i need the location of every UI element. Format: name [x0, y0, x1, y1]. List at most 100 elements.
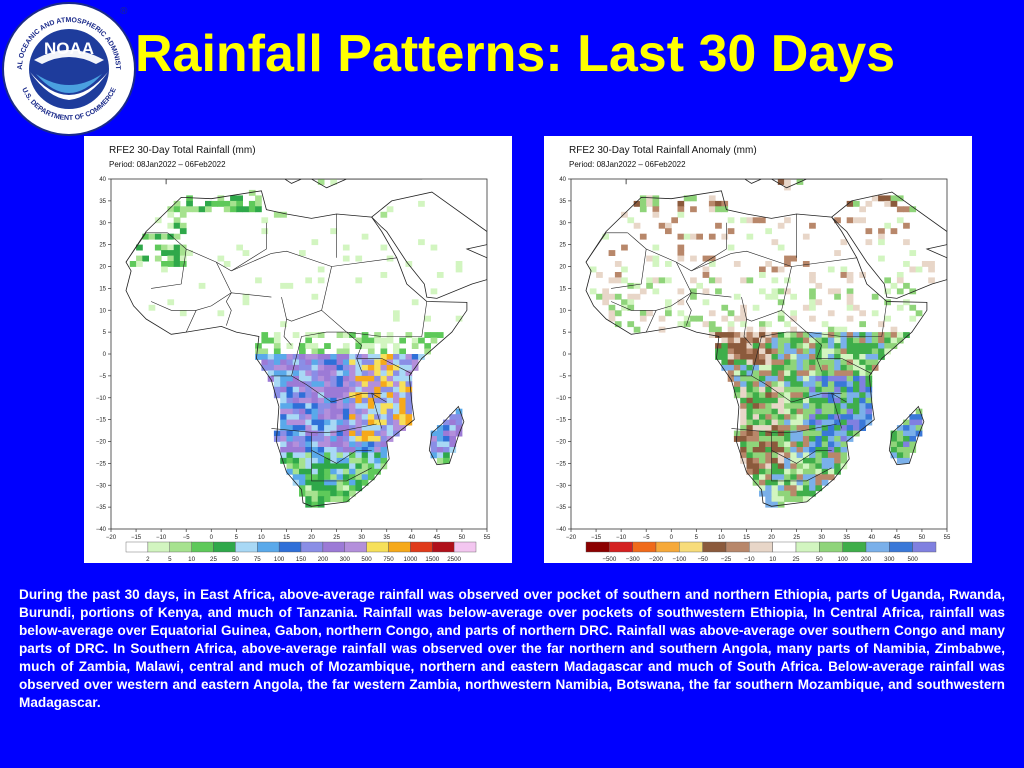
- lat-tick-label: 40: [559, 177, 566, 183]
- legend-label: 200: [318, 556, 329, 563]
- lon-tick-label: −10: [616, 535, 627, 541]
- lon-tick-label: 45: [894, 535, 901, 541]
- rainfall-anomaly-map: 4035302520151050−5−10−15−20−25−30−35−40−…: [556, 177, 951, 563]
- lat-tick-label: 25: [559, 243, 566, 249]
- legend-swatch: [213, 541, 236, 553]
- lat-tick-label: 25: [99, 243, 106, 249]
- legend-swatch: [842, 541, 867, 553]
- lat-tick-label: −10: [556, 396, 567, 402]
- lon-tick-label: 35: [843, 535, 850, 541]
- lat-tick-label: −30: [556, 483, 567, 489]
- lon-tick-label: 15: [283, 535, 290, 541]
- page-title: Rainfall Patterns: Last 30 Days: [135, 25, 896, 83]
- legend-label: −100: [672, 556, 686, 563]
- lon-tick-label: 20: [308, 535, 315, 541]
- lon-tick-label: −5: [183, 535, 191, 541]
- lat-tick-label: −5: [559, 374, 567, 380]
- legend-swatch: [702, 541, 727, 553]
- rainfall-anomaly-map-panel: RFE2 30-Day Total Rainfall Anomaly (mm) …: [544, 136, 972, 563]
- lat-tick-label: −25: [556, 461, 567, 467]
- legend-label: 1500: [425, 556, 439, 563]
- logo-center-text: NOAA: [44, 39, 94, 58]
- lat-tick-label: −20: [96, 440, 107, 446]
- legend-swatch: [865, 541, 890, 553]
- legend-label: −200: [649, 556, 663, 563]
- lat-tick-label: −30: [96, 483, 107, 489]
- lon-tick-label: −15: [591, 535, 602, 541]
- legend-label: 150: [296, 556, 307, 563]
- lat-tick-label: −15: [96, 418, 107, 424]
- legend-swatch: [632, 541, 657, 553]
- lon-tick-label: 5: [695, 535, 699, 541]
- lon-tick-label: 45: [434, 535, 441, 541]
- legend-label: 10: [188, 556, 195, 563]
- legend-label: 200: [861, 556, 872, 563]
- lon-tick-label: 0: [210, 535, 214, 541]
- lat-tick-label: 15: [99, 286, 106, 292]
- legend-swatch: [795, 541, 820, 553]
- lat-tick-label: −40: [96, 527, 107, 533]
- legend-swatch: [453, 541, 477, 553]
- lon-tick-label: 0: [670, 535, 674, 541]
- legend-label: 750: [383, 556, 394, 563]
- map-title: RFE2 30-Day Total Rainfall Anomaly (mm): [569, 145, 757, 156]
- lon-tick-label: 35: [383, 535, 390, 541]
- lon-tick-label: −10: [156, 535, 167, 541]
- legend-label: −50: [697, 556, 708, 563]
- lat-tick-label: 15: [559, 286, 566, 292]
- lat-tick-label: 35: [559, 199, 566, 205]
- legend-swatch: [585, 541, 610, 553]
- lon-tick-label: 25: [793, 535, 800, 541]
- legend-swatch: [432, 541, 455, 553]
- legend-swatch: [235, 541, 258, 553]
- legend-label: −300: [626, 556, 640, 563]
- legend-label: 50: [232, 556, 239, 563]
- lon-tick-label: 55: [484, 535, 491, 541]
- lon-tick-label: −15: [131, 535, 142, 541]
- legend-swatch: [257, 541, 280, 553]
- rainfall-total-map: 4035302520151050−5−10−15−20−25−30−35−40−…: [96, 177, 491, 563]
- lat-tick-label: −5: [99, 374, 107, 380]
- lon-tick-label: 30: [818, 535, 825, 541]
- legend-label: 500: [361, 556, 372, 563]
- legend-label: 300: [884, 556, 895, 563]
- legend-swatch: [679, 541, 703, 553]
- lon-tick-label: 10: [718, 535, 725, 541]
- legend-swatch: [169, 541, 192, 553]
- lon-tick-label: 15: [743, 535, 750, 541]
- description-text: During the past 30 days, in East Africa,…: [19, 587, 1005, 710]
- lat-tick-label: 10: [559, 308, 566, 314]
- legend-label: 25: [793, 556, 800, 563]
- lon-tick-label: −20: [566, 535, 577, 541]
- legend-swatch: [772, 541, 797, 553]
- legend-swatch: [278, 541, 302, 553]
- lon-tick-label: 20: [768, 535, 775, 541]
- lon-tick-label: 40: [868, 535, 875, 541]
- lon-tick-label: 55: [944, 535, 951, 541]
- lat-tick-label: −15: [556, 418, 567, 424]
- lat-tick-label: 5: [563, 330, 567, 336]
- rainfall-total-map-panel: RFE2 30-Day Total Rainfall (mm) Period: …: [84, 136, 512, 563]
- legend-label: 1000: [404, 556, 418, 563]
- legend-label: 2: [146, 556, 150, 563]
- legend-label: 75: [254, 556, 261, 563]
- legend-label: −500: [602, 556, 616, 563]
- lon-tick-label: 25: [333, 535, 340, 541]
- legend-swatch: [300, 541, 324, 553]
- legend-swatch: [147, 541, 171, 553]
- lat-tick-label: −40: [556, 527, 567, 533]
- legend-label: 10: [769, 556, 776, 563]
- lon-tick-label: 5: [235, 535, 239, 541]
- legend-swatch: [125, 541, 149, 553]
- legend-swatch: [322, 541, 345, 553]
- lon-tick-label: 50: [919, 535, 926, 541]
- lat-tick-label: 35: [99, 199, 106, 205]
- lon-tick-label: −5: [643, 535, 651, 541]
- noaa-logo: NOAA NATIONAL OCEANIC AND ATMOSPHERIC AD…: [0, 0, 136, 136]
- lat-tick-label: −35: [96, 505, 107, 511]
- legend-label: 100: [274, 556, 285, 563]
- map-title: RFE2 30-Day Total Rainfall (mm): [109, 145, 256, 156]
- map-period: Period: 08Jan2022 – 06Feb2022: [569, 160, 686, 169]
- lat-tick-label: 30: [559, 221, 566, 227]
- lon-tick-label: 30: [358, 535, 365, 541]
